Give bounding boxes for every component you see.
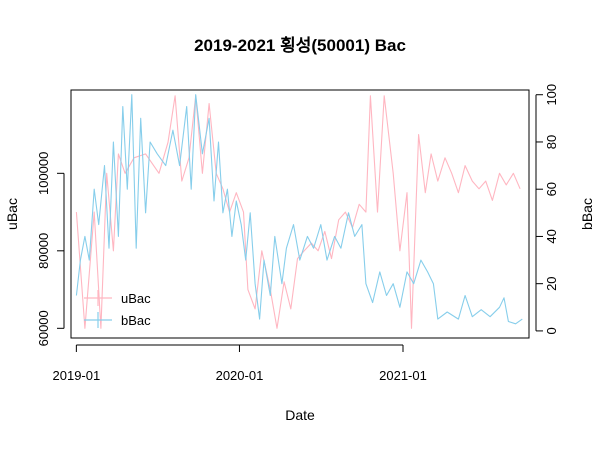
right-tick-label-40: 40 — [544, 229, 559, 243]
left-y-axis: 60000 80000 100000 — [36, 152, 65, 346]
x-tick-label-2019-01: 2019-01 — [53, 368, 101, 383]
right-tick-label-80: 80 — [544, 135, 559, 149]
x-tick-label-2020-01: 2020-01 — [216, 368, 264, 383]
right-y-axis-label: bBac — [579, 198, 595, 230]
right-tick-label-60: 60 — [544, 182, 559, 196]
x-axis-label: Date — [285, 407, 315, 423]
x-tick-label-2021-01: 2021-01 — [379, 368, 427, 383]
right-tick-label-0: 0 — [544, 327, 559, 334]
series-line-ubac — [75, 95, 521, 329]
right-y-axis: 0 20 40 60 80 100 — [535, 84, 559, 335]
legend-label-bbac: bBac — [121, 313, 151, 328]
series-layer — [75, 94, 523, 329]
legend: uBac bBac — [84, 290, 151, 328]
left-y-axis-label: uBac — [4, 198, 20, 230]
plot-frame — [70, 89, 530, 339]
chart-title: 2019-2021 횡성(50001) Bac — [194, 36, 406, 55]
right-tick-label-20: 20 — [544, 276, 559, 290]
left-tick-label-60000: 60000 — [36, 310, 51, 346]
left-tick-label-80000: 80000 — [36, 233, 51, 269]
x-axis: 2019-01 2020-01 2021-01 — [53, 344, 427, 383]
series-line-bbac — [75, 94, 523, 325]
legend-label-ubac: uBac — [121, 291, 151, 306]
left-tick-label-100000: 100000 — [36, 152, 51, 195]
right-tick-label-100: 100 — [544, 84, 559, 106]
